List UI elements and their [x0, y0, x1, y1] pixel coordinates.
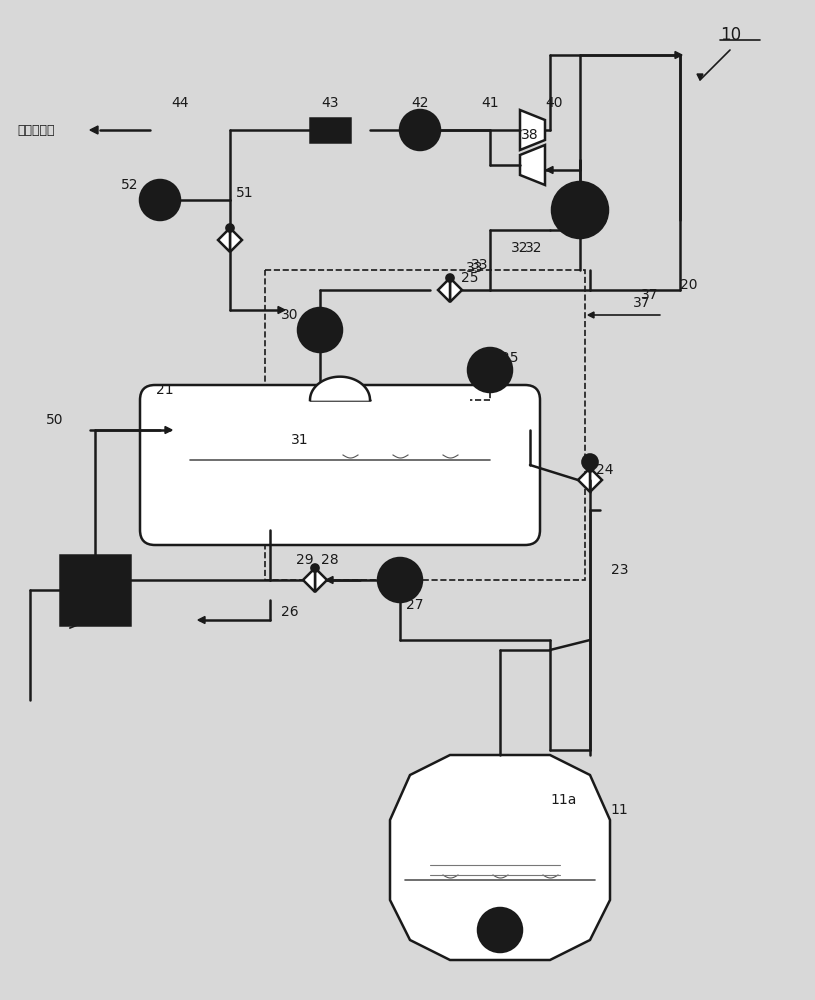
Text: 37: 37	[633, 296, 650, 310]
Circle shape	[552, 182, 608, 238]
Polygon shape	[303, 568, 315, 592]
Text: 10: 10	[720, 26, 741, 44]
Bar	[310, 118, 350, 142]
Text: T: T	[156, 192, 165, 208]
Text: 37: 37	[641, 288, 659, 302]
Polygon shape	[520, 145, 545, 185]
Polygon shape	[198, 616, 205, 624]
Polygon shape	[230, 228, 242, 252]
Text: 31: 31	[291, 433, 309, 447]
Polygon shape	[578, 468, 590, 492]
Text: 52: 52	[121, 178, 139, 192]
Polygon shape	[450, 278, 462, 302]
Polygon shape	[590, 468, 602, 492]
Polygon shape	[588, 312, 594, 318]
Polygon shape	[520, 110, 545, 150]
FancyBboxPatch shape	[140, 385, 540, 545]
Text: 11: 11	[610, 803, 628, 817]
Text: 38: 38	[521, 128, 539, 142]
Polygon shape	[165, 426, 172, 434]
Text: 32: 32	[525, 241, 543, 255]
Circle shape	[226, 224, 234, 232]
Circle shape	[140, 180, 180, 220]
Text: 28: 28	[321, 553, 339, 567]
Text: 33: 33	[471, 258, 489, 272]
Text: 41: 41	[481, 96, 499, 110]
Circle shape	[298, 308, 342, 352]
Polygon shape	[278, 306, 285, 314]
Circle shape	[586, 464, 594, 472]
Bar	[60, 555, 130, 625]
Circle shape	[400, 110, 440, 150]
Circle shape	[378, 558, 422, 602]
Text: 26: 26	[281, 605, 299, 619]
Text: 22: 22	[106, 568, 124, 582]
Polygon shape	[90, 126, 98, 134]
Polygon shape	[546, 166, 553, 174]
Text: 44: 44	[171, 96, 189, 110]
Text: 21: 21	[156, 383, 174, 397]
Text: 11a: 11a	[550, 793, 576, 807]
Text: 42: 42	[412, 96, 429, 110]
Text: P: P	[315, 322, 324, 338]
Text: 43: 43	[321, 96, 339, 110]
Text: 36: 36	[591, 213, 609, 227]
Polygon shape	[675, 51, 682, 58]
Circle shape	[468, 348, 512, 392]
Text: （发动机）: （发动机）	[17, 123, 55, 136]
Text: 33: 33	[466, 261, 484, 275]
Text: 51: 51	[236, 186, 253, 200]
Text: 25: 25	[461, 271, 478, 285]
Polygon shape	[697, 74, 703, 80]
Circle shape	[446, 274, 454, 282]
Text: 32: 32	[511, 241, 529, 255]
Polygon shape	[438, 278, 450, 302]
Bar	[265, 270, 585, 580]
Text: 40: 40	[545, 96, 562, 110]
Polygon shape	[218, 228, 230, 252]
Circle shape	[325, 125, 335, 135]
Polygon shape	[310, 377, 370, 400]
Text: 20: 20	[680, 278, 698, 292]
Text: 25: 25	[501, 351, 519, 365]
Circle shape	[311, 564, 319, 572]
Circle shape	[582, 454, 598, 470]
Text: 23: 23	[611, 563, 628, 577]
Polygon shape	[390, 755, 610, 960]
Polygon shape	[315, 568, 327, 592]
Text: 29: 29	[296, 553, 314, 567]
Text: L: L	[486, 362, 494, 377]
Text: 24: 24	[597, 463, 614, 477]
Text: 27: 27	[406, 598, 424, 612]
Circle shape	[478, 908, 522, 952]
Text: 30: 30	[281, 308, 299, 322]
Polygon shape	[326, 576, 333, 584]
Text: 50: 50	[46, 413, 64, 427]
